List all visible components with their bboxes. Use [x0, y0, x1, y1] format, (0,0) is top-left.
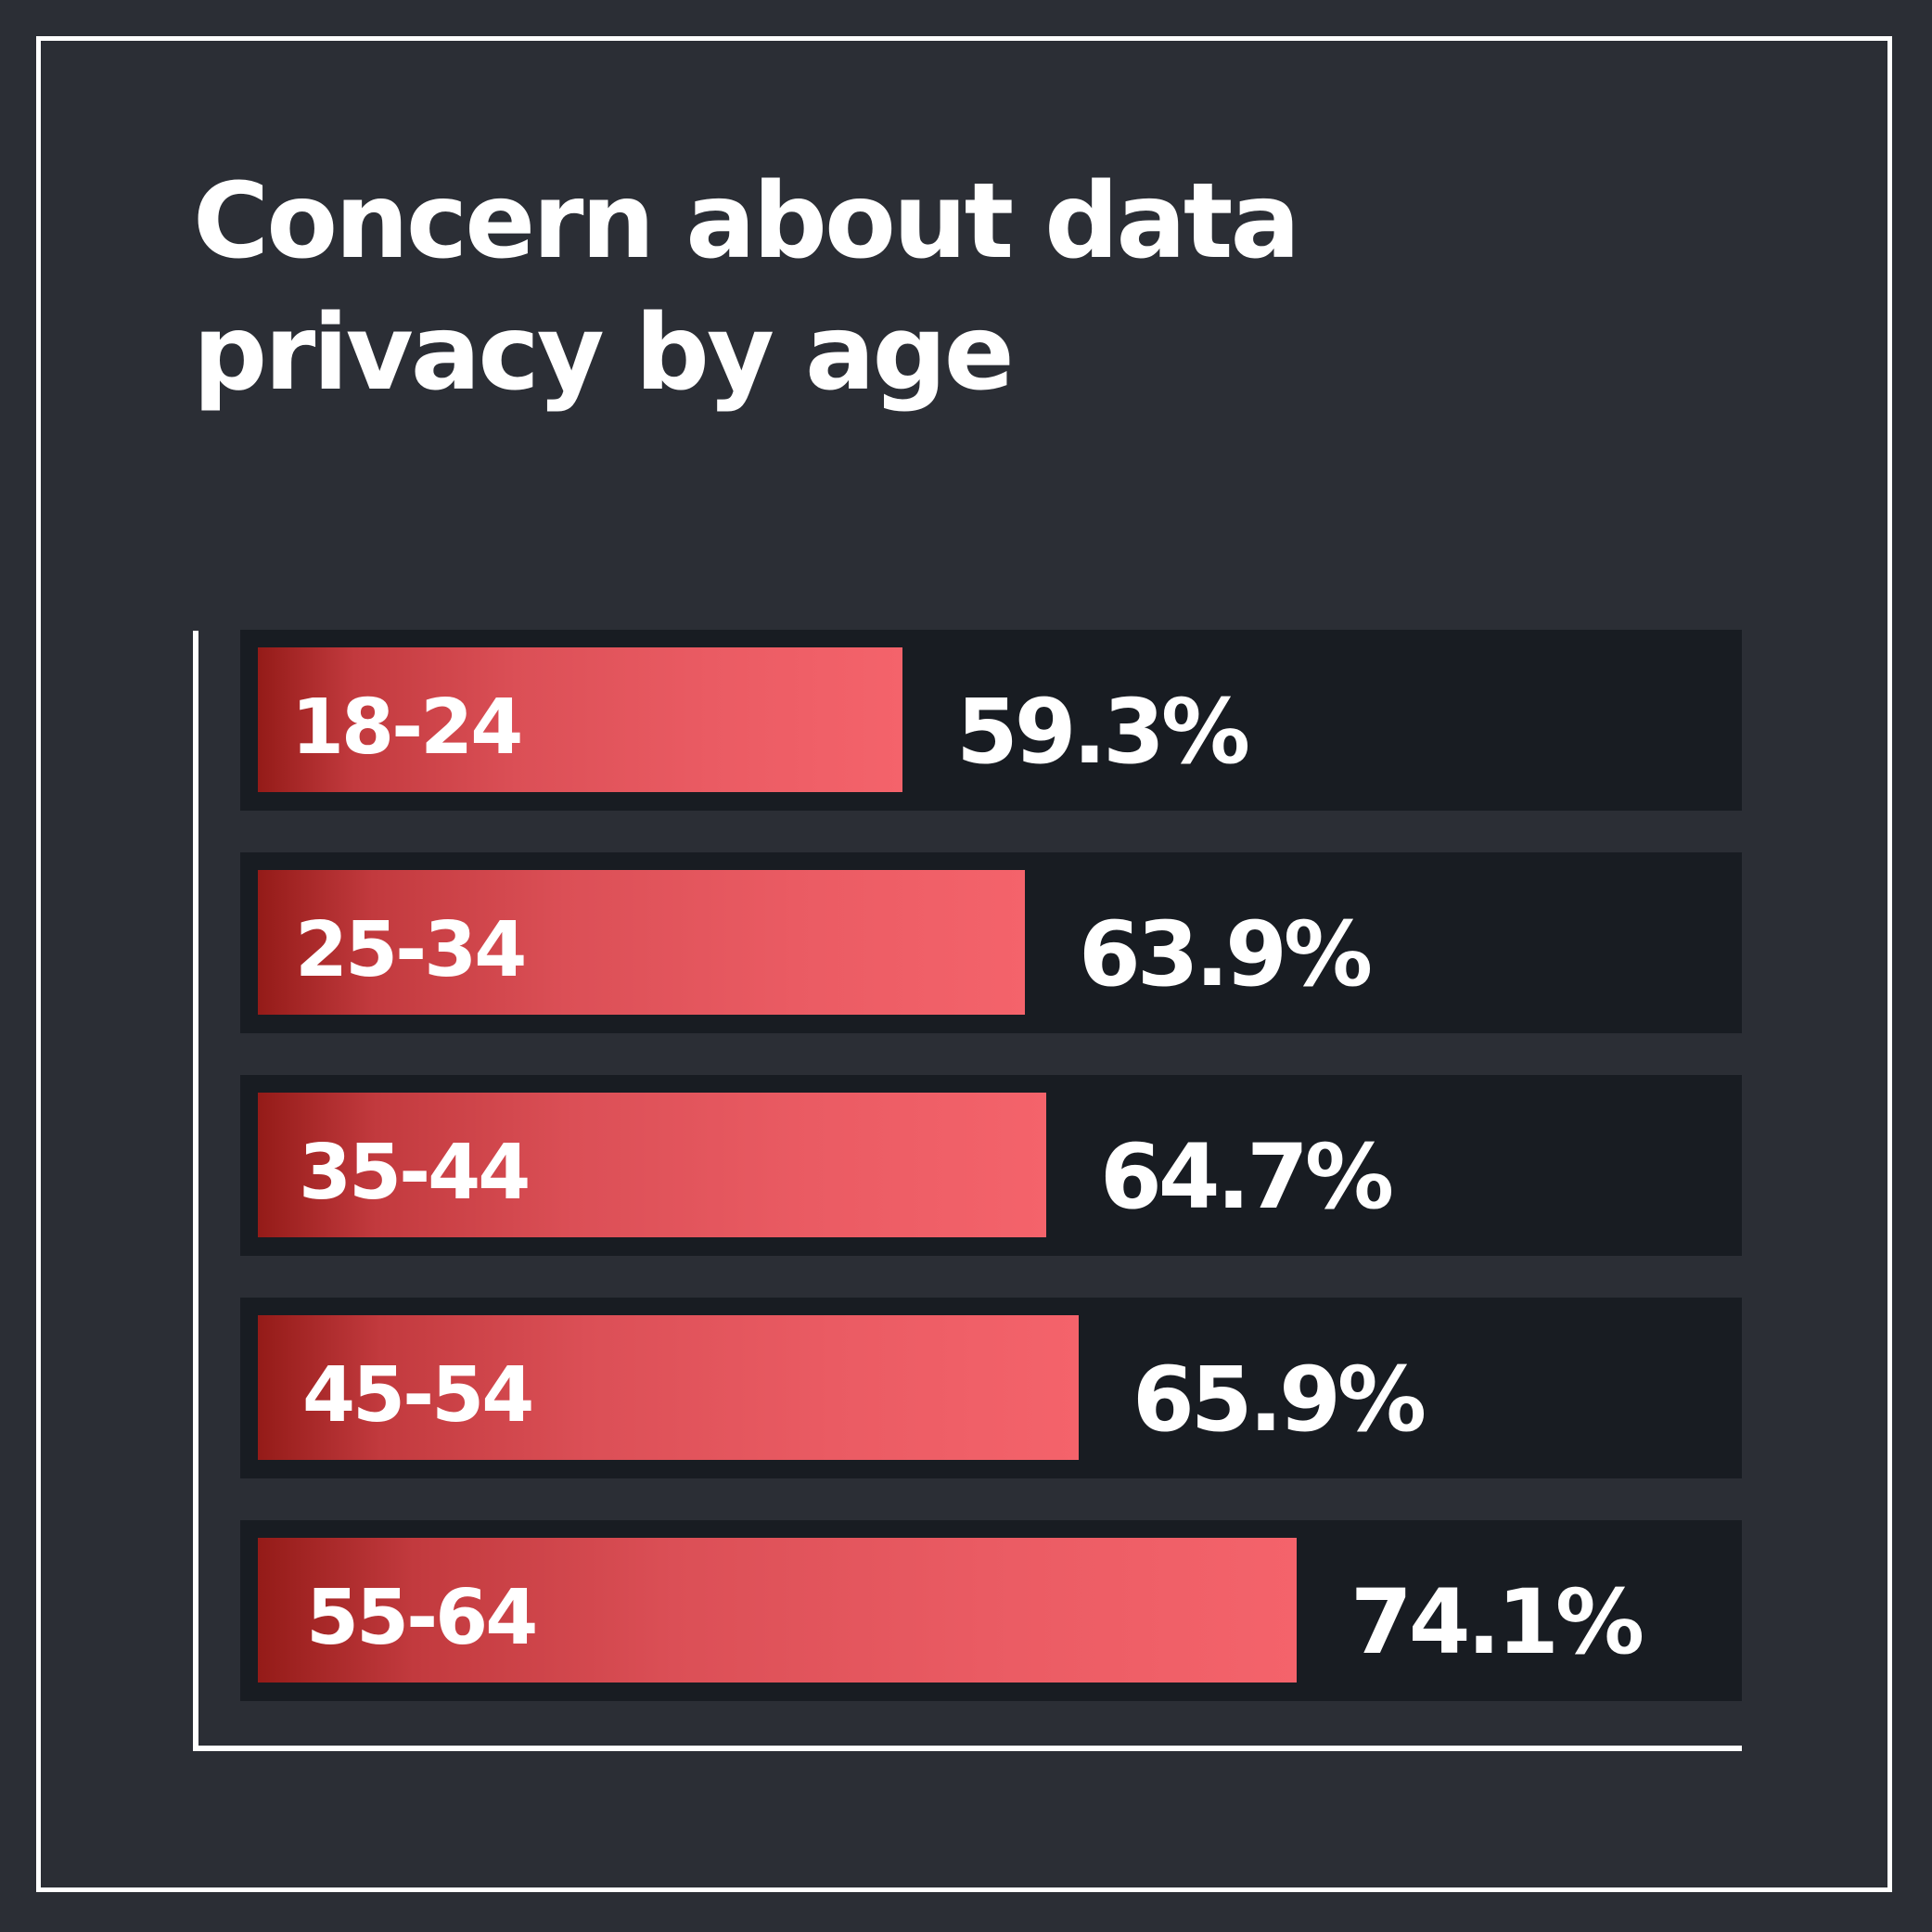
category-label: 18-24 [291, 684, 523, 772]
axis-frame [193, 631, 1742, 1751]
category-label: 25-34 [295, 906, 527, 994]
value-label: 64.7% [1100, 1125, 1394, 1229]
bar-row: 55-64 74.1% [240, 1520, 1742, 1701]
bar-row: 25-34 63.9% [240, 852, 1742, 1033]
bar [258, 647, 902, 792]
value-label: 74.1% [1350, 1570, 1644, 1674]
value-label: 59.3% [956, 680, 1250, 784]
bar [258, 1315, 1079, 1460]
bar-row: 35-44 64.7% [240, 1075, 1742, 1256]
category-label: 55-64 [306, 1574, 538, 1662]
category-label: 35-44 [299, 1129, 531, 1217]
outer-frame [36, 36, 1892, 1892]
value-label: 63.9% [1079, 902, 1373, 1006]
bar-row: 18-24 59.3% [240, 630, 1742, 811]
chart-title: Concern about data privacy by age [193, 161, 1300, 414]
value-label: 65.9% [1132, 1348, 1427, 1452]
category-label: 45-54 [302, 1351, 534, 1439]
bar [258, 1538, 1297, 1683]
bar [258, 870, 1025, 1015]
bar-row: 45-54 65.9% [240, 1298, 1742, 1478]
bar [258, 1093, 1046, 1237]
